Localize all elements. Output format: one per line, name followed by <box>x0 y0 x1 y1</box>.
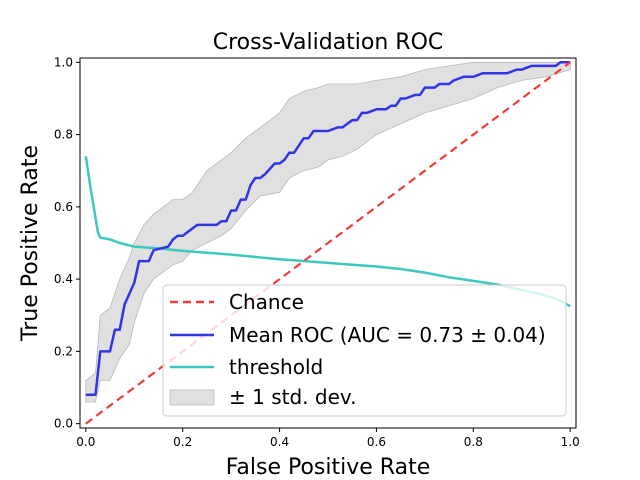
mean-roc-line <box>85 61 571 397</box>
y-axis-label: True Positive Rate <box>18 145 43 342</box>
legend-items: Chance Mean ROC (AUC = 0.73 ± 0.04) thresh… <box>169 290 546 409</box>
y-tick-label: 0.4 <box>54 272 73 286</box>
x-tick-label: 1.0 <box>561 435 580 449</box>
legend-box <box>162 284 567 417</box>
legend-mean-roc-label: Mean ROC (AUC = 0.73 ± 0.04) <box>229 323 546 347</box>
legend-std-dev-swatch <box>169 389 215 406</box>
y-tick-label: 0.2 <box>54 344 73 358</box>
x-tick-label: 0.0 <box>76 435 95 449</box>
x-tick-label: 0.4 <box>270 435 289 449</box>
chart-title: Cross-Validation ROC <box>213 30 444 55</box>
legend-threshold-label: threshold <box>229 355 323 379</box>
legend-chance-label: Chance <box>229 290 304 314</box>
y-axis-ticks: 0.0 0.2 0.4 0.6 0.8 1.0 <box>54 55 80 431</box>
x-tick-label: 0.8 <box>464 435 483 449</box>
y-tick-label: 0.0 <box>54 417 73 431</box>
y-tick-label: 0.6 <box>54 200 73 214</box>
chance-line <box>85 61 571 425</box>
legend: Chance Mean ROC (AUC = 0.73 ± 0.04) thresh… <box>162 284 567 417</box>
x-axis-ticks: 0.0 0.2 0.4 0.6 0.8 1.0 <box>76 428 580 449</box>
y-tick-label: 0.8 <box>54 128 73 142</box>
y-tick-label: 1.0 <box>54 55 73 69</box>
x-axis-label: False Positive Rate <box>226 455 430 480</box>
x-tick-label: 0.2 <box>173 435 192 449</box>
legend-std-dev-label: ± 1 std. dev. <box>229 385 357 409</box>
plot-frame <box>79 57 577 429</box>
x-tick-label: 0.6 <box>367 435 386 449</box>
